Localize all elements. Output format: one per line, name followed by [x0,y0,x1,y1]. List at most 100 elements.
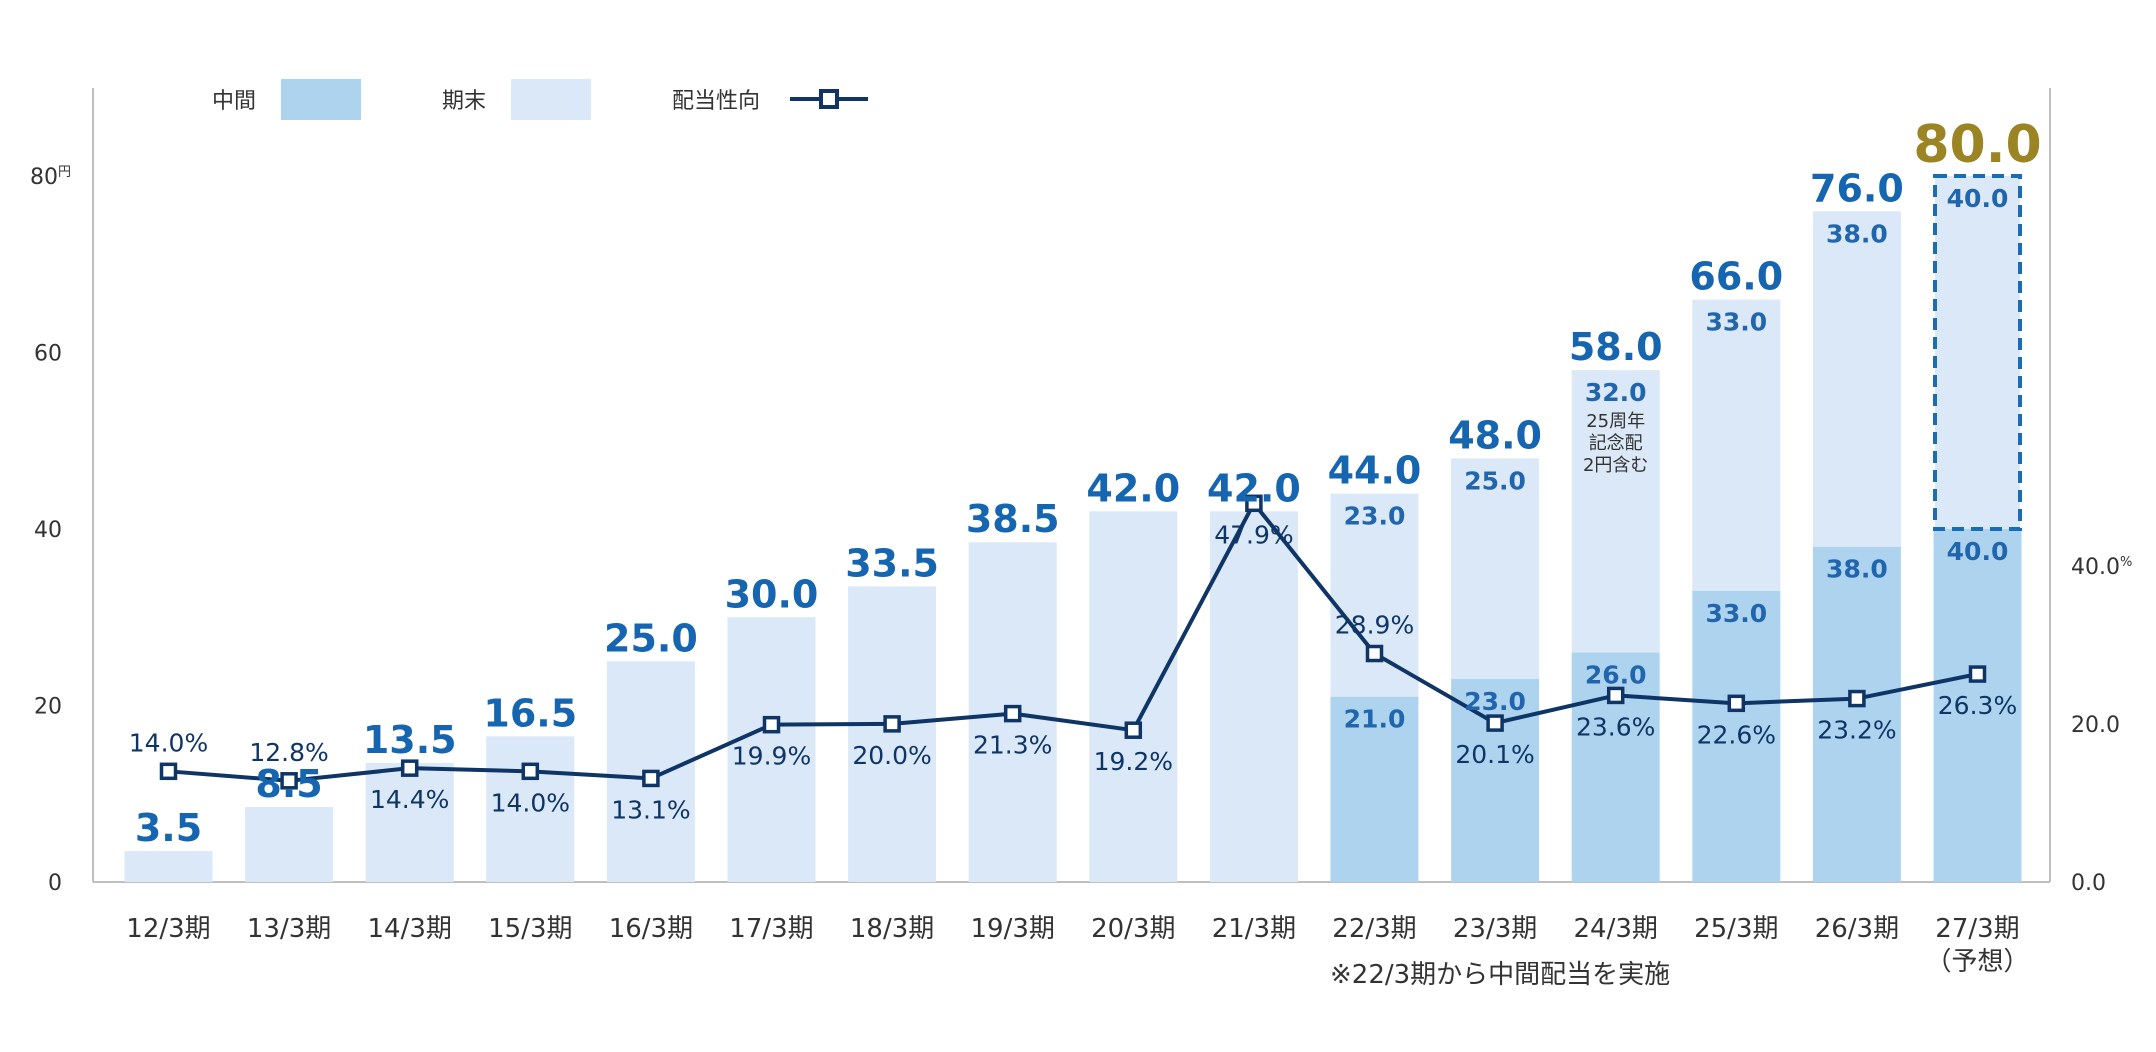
payout-ratio-marker [1727,694,1746,713]
year-end-value-label: 23.0 [1344,502,1406,531]
payout-ratio-label: 14.4% [370,785,449,814]
payout-ratio-marker [400,759,419,777]
x-tick-label: 19/3期 [971,914,1055,944]
bar-year-end-forecast [1933,174,2022,531]
bar-year-end [1451,458,1540,680]
x-tick-label: 22/3期 [1332,914,1416,944]
x-tick-label: 15/3期 [488,914,572,944]
payout-ratio-marker [1848,689,1866,708]
year-end-value-label: 32.0 [1585,378,1647,407]
x-tick-label: 27/3期 [1935,914,2019,944]
payout-ratio-line-layer [159,494,1987,790]
total-label: 66.0 [1689,255,1783,299]
bar-year-end [727,617,816,882]
payout-ratio-label: 26.3% [1938,691,2017,720]
left-y-tick-label: 80円 [30,165,71,190]
payout-ratio-marker [280,772,298,790]
total-label: 30.0 [725,572,819,616]
right-y-unit: % [2120,555,2132,570]
legend-label-year-end: 期末 [442,89,486,114]
left-y-tick-label: 0 [48,871,62,896]
bar-year-end [1692,299,1781,591]
total-label: 48.0 [1448,413,1542,457]
bar-year-end [1330,493,1419,697]
bar-year-end [124,851,213,882]
right-y-tick-label: 40.0% [2071,555,2132,580]
payout-ratio-marker [642,769,660,788]
payout-ratio-label: 12.8% [249,738,328,767]
anniversary-note-line: 記念配 [1589,432,1643,454]
anniversary-note-line: 2円含む [1583,455,1648,476]
bar-year-end [1209,511,1298,882]
interim-value-label: 26.0 [1585,661,1647,690]
payout-ratio-label: 14.0% [129,728,208,757]
payout-ratio-marker [159,762,178,781]
x-tick-label: 21/3期 [1212,914,1296,944]
x-tick-label: 17/3期 [729,914,813,944]
payout-ratio-marker [1486,714,1504,732]
payout-ratio-marker [1124,721,1143,739]
payout-ratio-label: 23.6% [1576,712,1655,741]
left-y-tick-label: 40 [34,518,62,543]
x-tick-label: 18/3期 [850,914,934,944]
x-tick-sublabel: （予想） [1925,947,2029,977]
x-tick-label: 14/3期 [368,914,452,944]
bar-interim [1812,546,1901,882]
bar-interim [1933,529,2022,882]
payout-ratio-label: 28.9% [1335,611,1414,640]
x-tick-label: 26/3期 [1815,914,1899,944]
total-label: 44.0 [1328,449,1422,493]
payout-ratio-marker [762,715,781,734]
payout-ratio-label: 21.3% [973,731,1052,760]
total-label: 13.5 [363,718,457,762]
payout-ratio-label: 19.9% [732,742,811,771]
payout-ratio-marker [1003,704,1022,723]
right-y-tick-label: 20.0 [2071,713,2120,738]
interim-value-label: 23.0 [1464,687,1526,716]
bar-year-end [365,762,454,882]
left-y-tick-label: 20 [34,695,62,720]
bar-year-end [1812,211,1901,547]
payout-ratio-marker [1968,665,1987,683]
total-label: 42.0 [1207,466,1301,510]
year-end-value-label: 38.0 [1826,219,1888,248]
payout-ratio-marker [521,762,540,781]
total-label: 8.5 [255,762,322,806]
total-label: 42.0 [1086,466,1180,510]
total-label: 3.5 [135,806,202,850]
bar-year-end [486,736,575,882]
payout-ratio-label: 20.0% [852,741,931,770]
year-end-value-label: 25.0 [1464,466,1526,495]
legend-label-interim: 中間 [212,89,256,114]
year-end-value-label: 40.0 [1947,184,2009,213]
x-tick-label: 23/3期 [1453,914,1537,944]
payout-ratio-marker [1365,644,1384,663]
x-tick-label: 24/3期 [1574,914,1658,944]
legend-swatch-year-end [511,79,591,120]
total-label: 33.5 [845,541,939,585]
left-y-tick-label: 60 [34,342,62,367]
bar-year-end [1089,511,1178,882]
interim-value-label: 38.0 [1826,555,1888,584]
payout-ratio-label: 47.9% [1214,520,1293,549]
bar-interim [1692,590,1781,882]
bar-interim [1451,679,1540,882]
total-label: 25.0 [604,616,698,660]
interim-value-label: 40.0 [1947,537,2009,566]
total-label: 76.0 [1810,166,1904,210]
anniversary-note-line: 25周年 [1586,411,1645,432]
right-y-tick-label: 0.0 [2071,871,2106,896]
payout-ratio-label: 14.0% [491,788,570,817]
payout-ratio-label: 22.6% [1697,720,1776,749]
payout-ratio-marker [1245,494,1263,513]
payout-ratio-label: 19.2% [1094,747,1173,776]
payout-ratio-label: 23.2% [1817,716,1896,745]
payout-ratio-label: 20.1% [1455,740,1534,769]
bar-interim [1330,696,1419,882]
legend-label-payout-ratio: 配当性向 [672,89,760,114]
bar-year-end [1571,370,1660,653]
legend-swatch-interim [281,79,361,120]
legend-ratio-marker [819,89,839,109]
legend: 中間 期末 配当性向 [212,79,868,120]
